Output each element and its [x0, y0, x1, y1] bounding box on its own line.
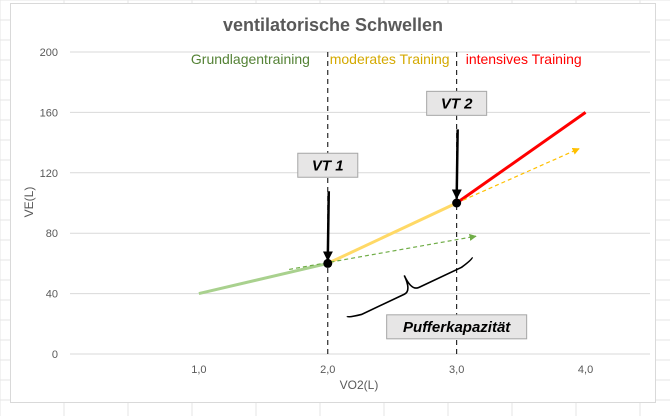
- callout-label: VT 1: [312, 157, 344, 174]
- callout-label: VT 2: [441, 95, 473, 112]
- annotations: VT 1 VT 2 Pufferkapazität: [297, 90, 528, 340]
- callout-box: [386, 314, 528, 340]
- threshold-point: [452, 198, 462, 208]
- chart-area[interactable]: [10, 3, 656, 403]
- x-tick-label: 4,0: [578, 364, 593, 376]
- y-tick-label: 200: [40, 47, 58, 59]
- x-tick-label: 1,0: [191, 364, 206, 376]
- zone-label: intensives Training: [466, 51, 582, 67]
- y-tick-label: 80: [46, 228, 58, 240]
- series-line-2: [455, 111, 587, 205]
- zone-label: moderates Training: [330, 51, 450, 67]
- y-tick-label: 120: [40, 168, 58, 180]
- chart-title: ventilatorische Schwellen: [223, 15, 443, 35]
- callout-label: Pufferkapazität: [403, 319, 511, 336]
- zone-label: Grundlagentraining: [191, 51, 310, 67]
- y-axis-label: VE(L): [22, 187, 36, 218]
- series-line-4: [456, 147, 580, 204]
- callout-arrow: [322, 191, 333, 262]
- zone-labels: Grundlagentraining moderates Training inte…: [191, 51, 582, 67]
- gridlines: [70, 51, 650, 355]
- series-line-3: [289, 233, 477, 271]
- series-line-1: [327, 201, 458, 265]
- x-tick-label: 3,0: [449, 364, 464, 376]
- x-axis-label: VO2(L): [340, 378, 379, 392]
- callout-box: [426, 90, 488, 116]
- x-tick-label: 2,0: [320, 364, 335, 376]
- y-tick-label: 0: [52, 349, 58, 361]
- buffer-capacity-brace: [346, 257, 473, 318]
- callout-box: [297, 152, 359, 178]
- series-line-0: [198, 261, 329, 296]
- callout-arrow: [451, 129, 462, 200]
- y-tick-label: 40: [46, 289, 58, 301]
- y-tick-label: 160: [40, 107, 58, 119]
- axis-ticks: 0 40 80 120 160 200 1,0 2,0 3,0 4,0: [40, 47, 594, 376]
- series: [198, 111, 587, 296]
